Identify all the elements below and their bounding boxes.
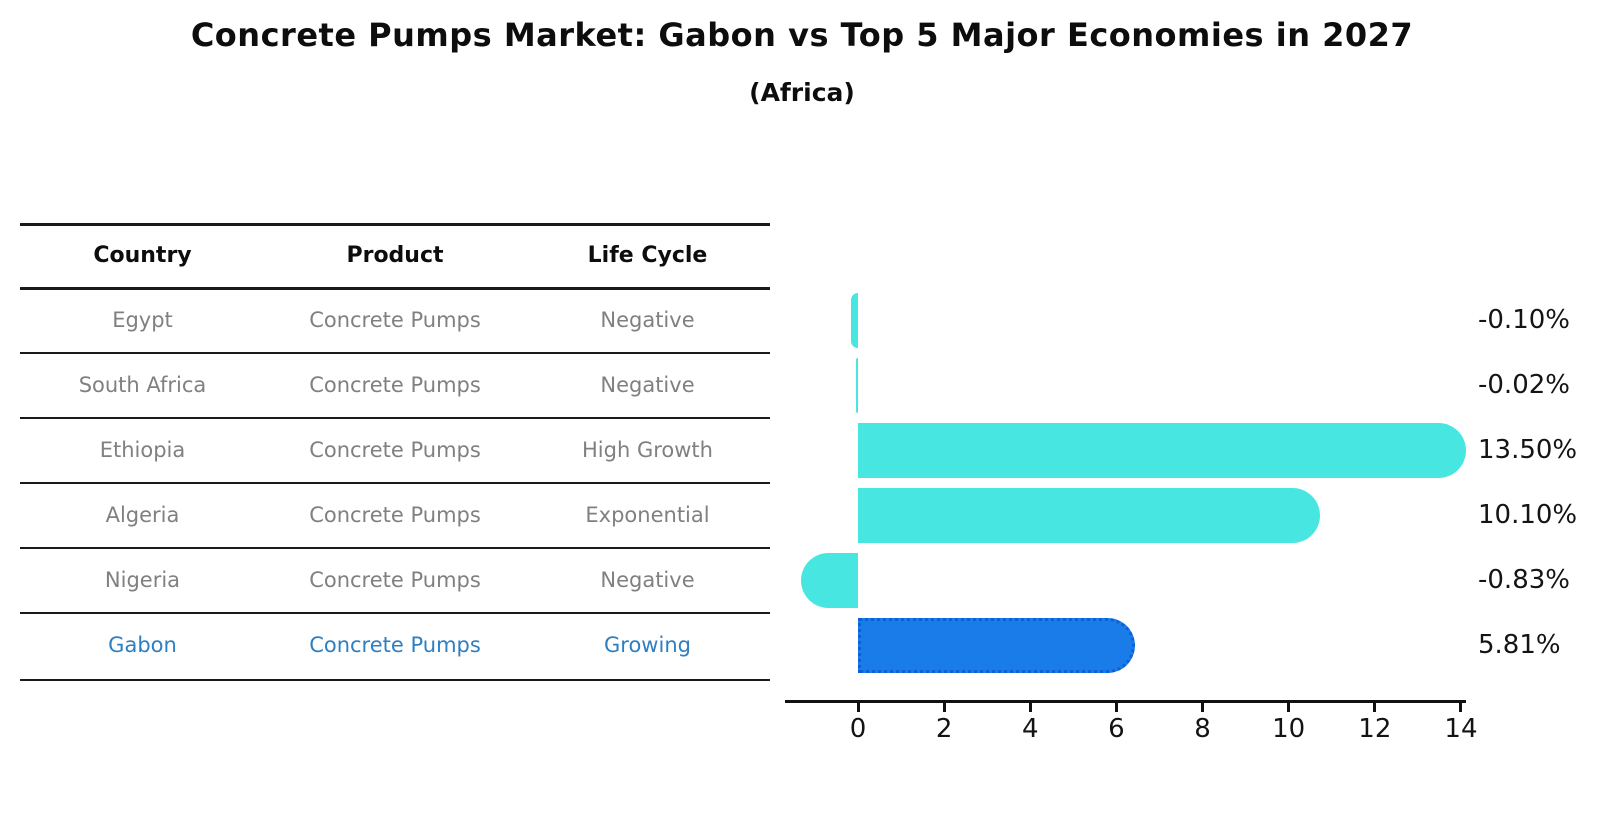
cell-product: Concrete Pumps — [309, 568, 481, 592]
cell-life-cycle: Negative — [600, 308, 695, 332]
x-tick-mark — [1201, 703, 1205, 712]
table-rule — [20, 223, 770, 226]
cell-life-cycle: Growing — [604, 633, 691, 657]
value-label-ethiopia: 13.50% — [1478, 435, 1578, 465]
bar-nigeria — [800, 552, 858, 608]
chart-title: Concrete Pumps Market: Gabon vs Top 5 Ma… — [190, 16, 1414, 54]
country-table: Country Product Life Cycle Egypt Concrete… — [20, 223, 770, 681]
x-tick-mark — [1373, 703, 1377, 712]
bar-egypt — [851, 292, 858, 348]
x-tick-mark — [942, 703, 946, 712]
value-label-algeria: 10.10% — [1478, 500, 1578, 530]
x-tick-label: 2 — [935, 714, 953, 744]
x-tick-mark — [1028, 703, 1032, 712]
cell-life-cycle: High Growth — [582, 438, 713, 462]
x-tick-label: 14 — [1444, 714, 1478, 744]
cell-country: Ethiopia — [99, 438, 186, 462]
x-tick-label: 0 — [849, 714, 867, 744]
table-rule — [20, 612, 770, 614]
bar-algeria — [858, 487, 1320, 543]
cell-country: Algeria — [105, 503, 180, 527]
x-tick-mark — [1287, 703, 1291, 712]
cell-product: Concrete Pumps — [309, 308, 481, 332]
table-rule — [20, 417, 770, 419]
x-axis-line — [785, 700, 1466, 703]
table-row-ethiopia: Ethiopia Concrete Pumps High Growth — [20, 418, 770, 483]
table-header-product: Product — [346, 243, 444, 268]
table-row-nigeria: Nigeria Concrete Pumps Negative — [20, 548, 770, 613]
table-rule — [20, 679, 770, 681]
x-tick-mark — [856, 703, 860, 712]
value-label-egypt: -0.10% — [1478, 305, 1570, 335]
cell-country: Nigeria — [104, 568, 181, 592]
bar-south-africa — [856, 357, 858, 413]
table-rule — [20, 547, 770, 549]
table-row-egypt: Egypt Concrete Pumps Negative — [20, 288, 770, 353]
x-tick-label: 10 — [1272, 714, 1306, 744]
table-rule — [20, 482, 770, 484]
x-tick-label: 6 — [1108, 714, 1125, 744]
table-header-life-cycle: Life Cycle — [587, 243, 708, 268]
table-header-country: Country — [93, 243, 192, 268]
cell-life-cycle: Negative — [600, 568, 695, 592]
cell-country: Gabon — [108, 633, 177, 657]
table-row-algeria: Algeria Concrete Pumps Exponential — [20, 483, 770, 548]
cell-product: Concrete Pumps — [309, 633, 481, 657]
bar-gabon — [858, 617, 1136, 673]
x-tick-label: 12 — [1358, 714, 1392, 744]
value-label-nigeria: -0.83% — [1478, 565, 1570, 595]
table-rule — [20, 287, 770, 290]
cell-country: Egypt — [112, 308, 173, 332]
x-tick-mark — [1114, 703, 1118, 712]
bar-ethiopia — [858, 422, 1467, 478]
cell-product: Concrete Pumps — [309, 503, 481, 527]
cell-country: South Africa — [78, 373, 207, 397]
chart-subtitle: (Africa) — [749, 78, 855, 107]
x-tick-label: 4 — [1021, 714, 1039, 744]
table-row-gabon: Gabon Concrete Pumps Growing — [20, 613, 770, 678]
x-tick-label: 8 — [1194, 714, 1211, 744]
cell-product: Concrete Pumps — [309, 438, 481, 462]
value-label-south-africa: -0.02% — [1478, 370, 1570, 400]
table-rule — [20, 352, 770, 354]
cell-life-cycle: Exponential — [585, 503, 710, 527]
value-label-gabon: 5.81% — [1478, 630, 1561, 660]
cell-life-cycle: Negative — [600, 373, 695, 397]
cell-product: Concrete Pumps — [309, 373, 481, 397]
x-tick-mark — [1459, 703, 1463, 712]
table-header-row: Country Product Life Cycle — [20, 223, 770, 288]
table-row-south-africa: South Africa Concrete Pumps Negative — [20, 353, 770, 418]
